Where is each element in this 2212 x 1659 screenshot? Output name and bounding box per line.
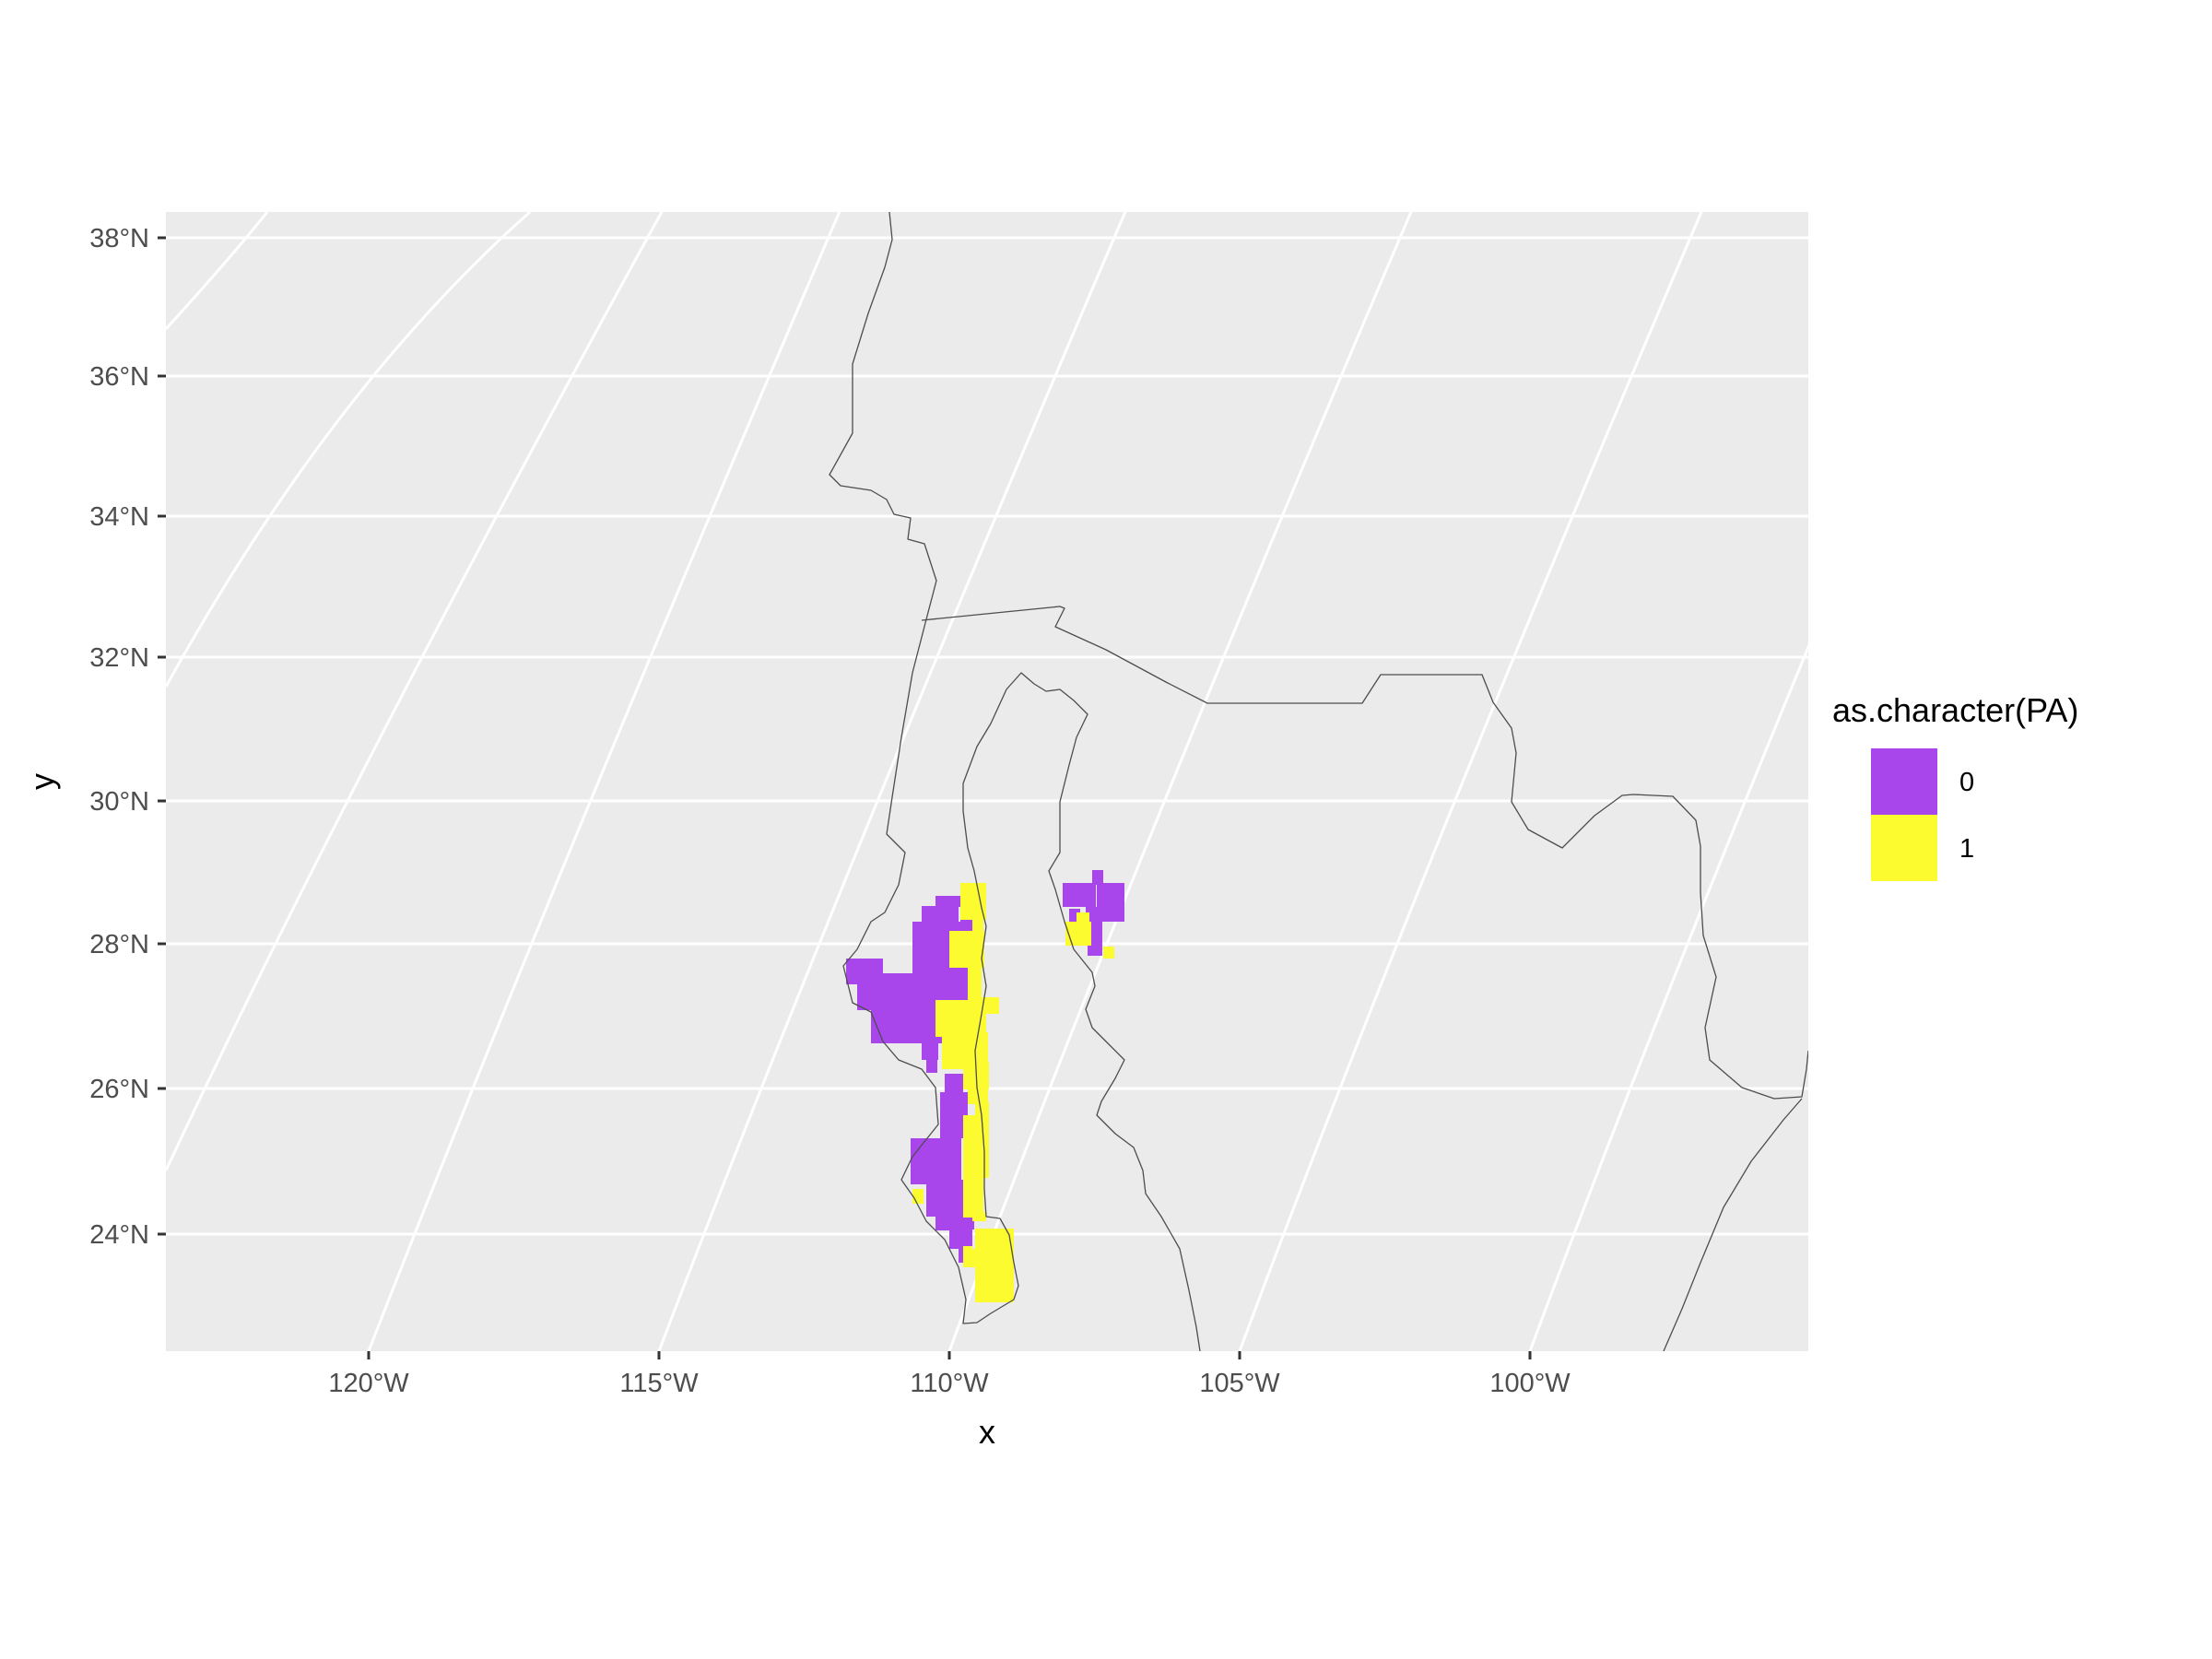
parallel-gridlines — [166, 236, 1808, 1236]
y-tick-label: 34°N — [89, 502, 149, 532]
legend-label-1: 1 — [1959, 834, 1974, 864]
boundary-lines — [829, 212, 1808, 1351]
legend-title: as.character(PA) — [1832, 691, 2078, 729]
x-tick-label: 115°W — [619, 1369, 699, 1398]
legend-label-0: 0 — [1959, 768, 1974, 797]
x-tick-label: 100°W — [1489, 1369, 1571, 1398]
x-axis-labels: 120°W 115°W 110°W 105°W 100°W — [328, 1369, 1571, 1398]
y-tick-label: 26°N — [89, 1075, 149, 1104]
y-tick-label: 28°N — [89, 930, 149, 959]
y-tick-label: 24°N — [89, 1220, 149, 1250]
x-tick-label: 110°W — [910, 1369, 989, 1398]
y-tick-label: 38°N — [89, 224, 149, 253]
panel-background — [166, 212, 1808, 1351]
meridian-gridlines — [166, 212, 1808, 1351]
y-axis-title: y — [23, 773, 61, 790]
x-tick-label: 105°W — [1199, 1369, 1280, 1398]
legend-key-0 — [1871, 748, 1937, 815]
pa-1-cells — [912, 883, 1114, 1302]
x-tick-label: 120°W — [328, 1369, 409, 1398]
legend-key-1 — [1871, 815, 1937, 881]
x-axis-title: x — [979, 1413, 995, 1451]
x-axis-ticks — [367, 1351, 1532, 1359]
y-tick-label: 32°N — [89, 643, 149, 673]
y-tick-label: 30°N — [89, 787, 149, 817]
y-axis-labels: 24°N 26°N 28°N 30°N 32°N 34°N 36°N 38°N — [89, 224, 149, 1250]
y-tick-label: 36°N — [89, 362, 149, 392]
y-axis-ticks — [158, 236, 166, 1236]
legend: as.character(PA) 0 1 — [1832, 691, 2078, 881]
